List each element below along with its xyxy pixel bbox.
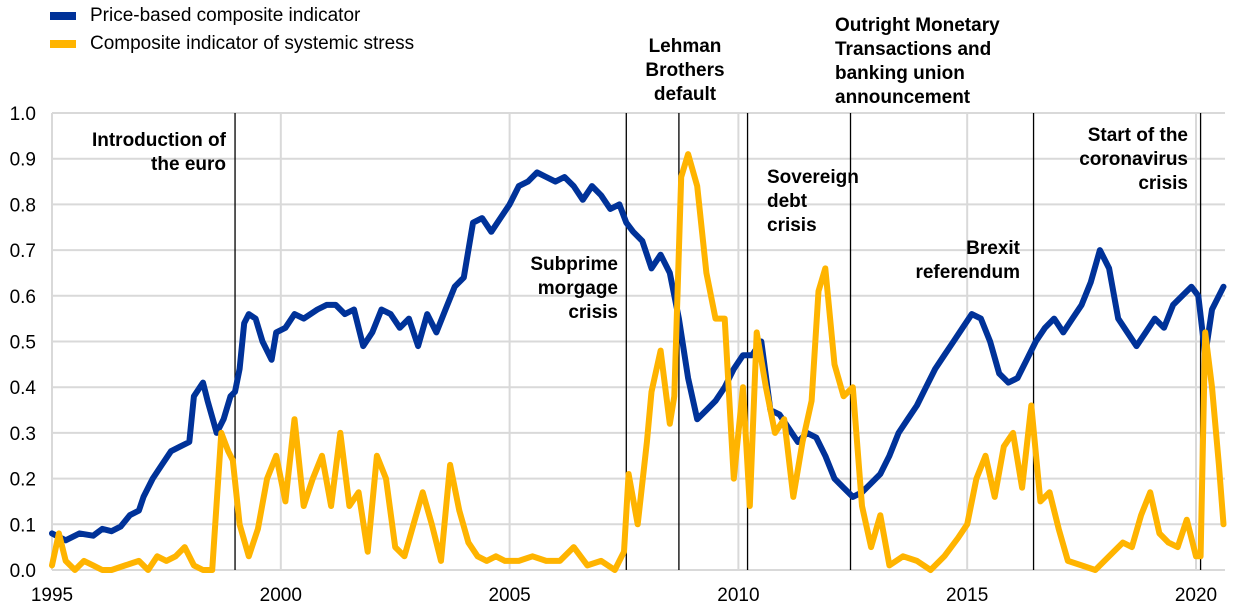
legend-label-systemic-stress: Composite indicator of systemic stress bbox=[90, 33, 415, 54]
annotation-line: coronavirus bbox=[1079, 149, 1188, 170]
y-tick-label: 0.9 bbox=[10, 150, 36, 171]
annotation-line: Outright Monetary bbox=[835, 15, 1000, 36]
y-tick-label: 1.0 bbox=[10, 104, 36, 125]
legend-swatch-systemic-stress bbox=[50, 40, 76, 48]
y-tick-label: 0.8 bbox=[10, 195, 36, 216]
annotation-line: debt bbox=[767, 191, 808, 212]
annotation-line: Subprime bbox=[530, 254, 618, 275]
annotation-line: crisis bbox=[767, 215, 817, 236]
x-tick-label: 2010 bbox=[717, 585, 759, 606]
annotation-euro: Introduction of the euro bbox=[92, 130, 227, 175]
y-tick-label: 0.1 bbox=[10, 515, 36, 536]
x-axis-tick-labels: 1995 2000 2005 2010 2015 2020 bbox=[31, 585, 1217, 606]
legend-item-systemic-stress: Composite indicator of systemic stress bbox=[50, 30, 414, 58]
annotation-line: morgage bbox=[538, 278, 618, 299]
x-tick-label: 2005 bbox=[488, 585, 530, 606]
y-tick-label: 0.0 bbox=[10, 561, 36, 582]
y-axis-tick-labels: 0.0 0.1 0.2 0.3 0.4 0.5 0.6 0.7 0.8 0.9 1.0 bbox=[10, 104, 37, 582]
annotation-sovereign: Sovereign debt crisis bbox=[767, 167, 859, 236]
y-tick-label: 0.3 bbox=[10, 424, 36, 445]
y-tick-label: 0.7 bbox=[10, 241, 36, 262]
annotation-line: default bbox=[654, 84, 717, 105]
annotation-line: announcement bbox=[835, 87, 971, 108]
annotation-line: Introduction of bbox=[92, 130, 227, 151]
annotation-line: Transactions and bbox=[835, 39, 991, 60]
annotation-line: banking union bbox=[835, 63, 965, 84]
annotation-line: referendum bbox=[915, 262, 1020, 283]
annotation-line: crisis bbox=[568, 302, 618, 323]
x-tick-label: 2000 bbox=[260, 585, 302, 606]
legend-label-price-based: Price-based composite indicator bbox=[90, 5, 361, 26]
x-tick-label: 2020 bbox=[1175, 585, 1217, 606]
annotation-covid: Start of the coronavirus crisis bbox=[1079, 125, 1188, 194]
series-line-price-based bbox=[49, 169, 1227, 544]
legend-swatch-price-based bbox=[50, 12, 76, 20]
x-tick-label: 1995 bbox=[31, 585, 73, 606]
y-tick-label: 0.5 bbox=[10, 333, 36, 354]
annotation-line: Brexit bbox=[966, 238, 1021, 259]
legend: Price-based composite indicator Composit… bbox=[50, 2, 414, 58]
annotation-brexit: Brexit referendum bbox=[915, 238, 1020, 283]
annotation-line: crisis bbox=[1138, 173, 1188, 194]
annotation-line: Sovereign bbox=[767, 167, 859, 188]
y-tick-label: 0.4 bbox=[10, 378, 37, 399]
event-annotations: Introduction of the euro Subprime morgage cr… bbox=[92, 15, 1188, 323]
y-tick-label: 0.2 bbox=[10, 470, 36, 491]
annotation-line: Start of the bbox=[1088, 125, 1188, 146]
series-lines bbox=[49, 151, 1227, 573]
x-tick-label: 2015 bbox=[946, 585, 988, 606]
annotation-omt: Outright Monetary Transactions and banking… bbox=[835, 15, 1000, 108]
annotation-subprime: Subprime morgage crisis bbox=[530, 254, 618, 323]
series-line-systemic-stress bbox=[49, 151, 1227, 573]
annotation-line: Lehman bbox=[649, 36, 722, 57]
annotation-lehman: Lehman Brothers default bbox=[645, 36, 724, 105]
annotation-line: the euro bbox=[151, 154, 226, 175]
annotation-line: Brothers bbox=[645, 60, 724, 81]
legend-item-price-based: Price-based composite indicator bbox=[50, 2, 414, 30]
gridlines bbox=[51, 112, 1225, 571]
y-tick-label: 0.6 bbox=[10, 287, 36, 308]
